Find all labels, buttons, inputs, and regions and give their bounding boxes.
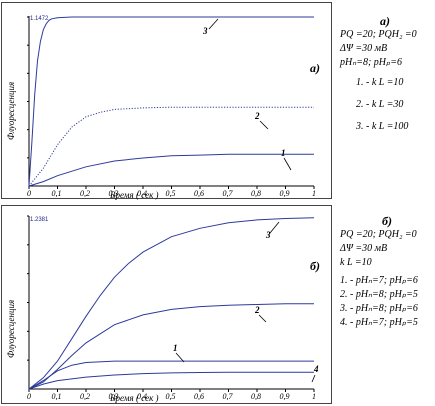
panel-b-series-3-pointer <box>269 221 280 234</box>
legend-b-item-3: 3. - pHₙ=8; pHₚ=6 <box>340 303 418 314</box>
panel-b-series-1-label: 1 <box>173 343 178 353</box>
panel-a-series-2-line <box>28 106 314 187</box>
panel-b-frame <box>1 205 332 404</box>
panel-b-x-tick-label: 0,1 <box>52 392 62 401</box>
panel-b-y-label: Флуоресценция <box>6 300 16 358</box>
panel-b-series-2-label: 2 <box>254 305 260 315</box>
legend-a-item-1: 1. - k L =10 <box>356 77 404 88</box>
panel-a-x-tick-label: 0,8 <box>251 189 261 198</box>
panel-a-x-tick-label: 0,9 <box>280 189 290 198</box>
panel-b-series-2-pointer <box>258 314 267 323</box>
panel-b-series-1-line <box>28 360 314 390</box>
panel-a-x-tick-label: 0,7 <box>223 189 234 198</box>
legend-a-line-3: pHₙ=8; pHₚ=6 <box>340 57 403 68</box>
panel-b-x-tick-label: 0,3 <box>109 392 119 401</box>
panel-a-series-3-line <box>28 16 314 187</box>
panel-b-series-3-line <box>28 217 315 390</box>
panel-a-series-3-label: 3 <box>202 26 208 36</box>
panel-b-x-tick-label: 0 <box>27 392 31 401</box>
panel-a-x-tick-label: 0,1 <box>52 189 62 198</box>
panel-a-x-tick-label: 0,3 <box>109 189 119 198</box>
legend-a-item-2: 2. - k L =30 <box>356 99 404 110</box>
panel-a-chart: 1.1472 0 0,1 0,2 0,3 0,4 0,5 0,6 0,7 0,8 0,9 1 1 2 3… <box>6 16 320 200</box>
panel-a-x-tick-label: 0 <box>27 189 31 198</box>
legend-a-line-1: PQ =20; PQH₂ =0 <box>340 29 417 40</box>
panel-b-series-4-line <box>28 371 314 390</box>
legend-b: б) PQ =20; PQH₂ =0 ΔΨ =30 мВ k L =10 1. … <box>340 214 434 330</box>
panel-b-x-tick-label: 0,2 <box>80 392 90 401</box>
panel-b-x-tick-label: 1 <box>312 392 316 401</box>
legend-b-line-2: ΔΨ =30 мВ <box>340 243 388 254</box>
panel-a-series-2-label: 2 <box>254 111 260 121</box>
panel-b-x-tick-label: 0,8 <box>251 392 261 401</box>
legend-b-title: б) <box>382 214 392 228</box>
panel-a-x-tick-label: 0,2 <box>80 189 90 198</box>
panel-b-x-tick-label: 0,9 <box>280 392 290 401</box>
panel-a-series-2-pointer <box>259 120 269 130</box>
panel-a-y-max-label: 1.1472 <box>30 16 49 22</box>
panel-a-series-1-label: 1 <box>281 148 286 158</box>
panel-a-frame <box>1 2 332 199</box>
legend-b-line-3: k L =10 <box>340 257 372 268</box>
panel-a-x-tick-label: 1 <box>312 189 316 198</box>
legend-b-item-1: 1. - pHₙ=7; pHₚ=6 <box>340 275 418 286</box>
panel-a-x-tick-label: 0,4 <box>137 189 147 198</box>
panel-b-x-tick-label: 0,4 <box>137 392 147 401</box>
legend-b-item-4: 4. - pHₙ=7; pHₚ=5 <box>340 317 418 328</box>
panel-b-series-1-pointer <box>175 352 185 363</box>
panel-a-series-1-line <box>28 153 314 187</box>
panel-a-series-1-pointer <box>283 157 292 171</box>
legend-b-line-1: PQ =20; PQH₂ =0 <box>340 229 417 240</box>
panel-b-x-tick-label: 0,6 <box>194 392 204 401</box>
panel-b-series-4-label: 4 <box>313 364 319 374</box>
legend-b-item-2: 2. - pHₙ=8; pHₚ=5 <box>340 289 418 300</box>
panel-a-x-tick-label: 0,5 <box>166 189 176 198</box>
legend-a: а) PQ =20; PQH₂ =0 ΔΨ =30 мВ pHₙ=8; pHₚ=… <box>340 14 430 134</box>
panel-b-x-tick-label: 0,5 <box>166 392 176 401</box>
panel-b-series-4-pointer <box>311 374 316 383</box>
panel-a-label: а) <box>310 61 320 75</box>
panel-a-y-label: Флуоресценция <box>6 82 16 140</box>
legend-a-line-2: ΔΨ =30 мВ <box>340 43 388 54</box>
panel-a-series-3-pointer <box>208 18 219 30</box>
panel-b-series-2-line <box>28 303 314 390</box>
panel-b-chart: 1.2381 0 0,1 0,2 0,3 0,4 0,5 0,6 0,7 0,8 0,9 1 1 2 3… <box>6 215 320 403</box>
panel-b-label: б) <box>310 259 320 273</box>
panel-a-x-label: Время ( сек ) <box>110 190 159 200</box>
panel-a-x-tick-label: 0,6 <box>194 189 204 198</box>
panel-b-series-3-label: 3 <box>265 230 271 240</box>
legend-a-item-3: 3. - k L =100 <box>356 121 409 132</box>
panel-b-x-label: Время ( сек ) <box>110 393 159 403</box>
legend-a-title: а) <box>380 14 390 28</box>
panel-b-y-max-label: 1.2381 <box>30 217 49 223</box>
panel-b-x-tick-label: 0,7 <box>223 392 234 401</box>
